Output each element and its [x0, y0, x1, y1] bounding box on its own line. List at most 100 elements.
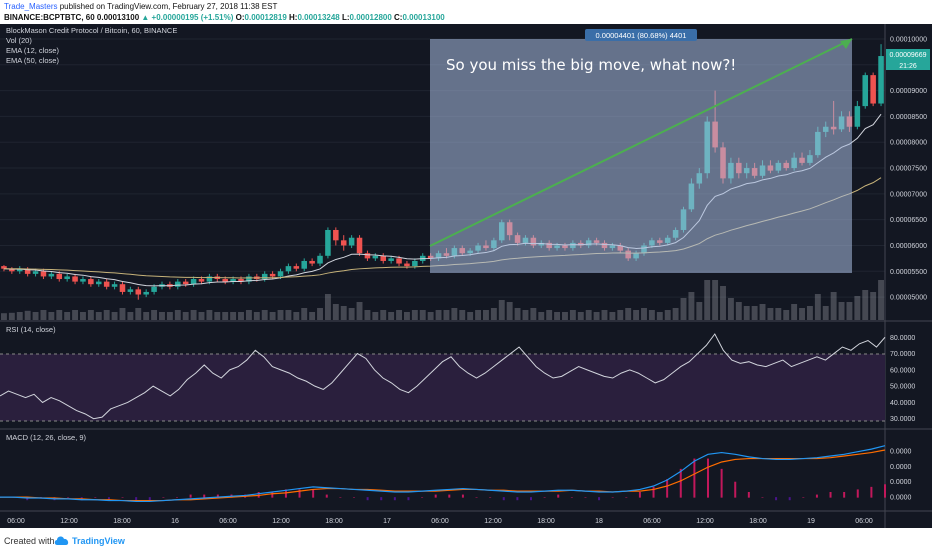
macd-tick-label: 0.0000	[890, 495, 912, 502]
price-tick-label: 0.00006000	[890, 243, 927, 250]
macd-histogram-bar	[271, 492, 274, 498]
volume-bar	[641, 308, 647, 320]
candle-body	[854, 106, 861, 127]
volume-bar	[498, 300, 505, 320]
macd-layer	[0, 445, 886, 503]
open-value: 0.00012819	[244, 13, 287, 22]
candle-body	[127, 289, 134, 292]
volume-bar	[95, 312, 102, 320]
candle-body	[175, 281, 181, 287]
measure-box[interactable]	[430, 39, 852, 273]
macd-histogram-bar	[584, 497, 587, 498]
volume-bar	[601, 310, 608, 320]
macd-histogram-bar	[856, 489, 859, 498]
volume-bar	[388, 312, 395, 320]
volume-bar	[846, 302, 853, 320]
volume-bar	[127, 312, 134, 320]
candle-body	[317, 255, 323, 264]
macd-histogram-bar	[284, 489, 287, 498]
rsi-line	[0, 333, 886, 420]
volume-bar	[245, 310, 252, 320]
candle-body	[301, 260, 307, 269]
volume-bar	[16, 312, 23, 320]
tradingview-brand[interactable]: TradingView	[72, 536, 125, 546]
volume-bar	[166, 312, 173, 320]
price-tick-label: 0.00006500	[890, 217, 927, 224]
volume-bar	[324, 294, 331, 320]
macd-histogram-bar	[298, 489, 301, 498]
measure-label-box	[585, 29, 697, 41]
volume-bar	[403, 312, 410, 320]
candle-body	[48, 273, 55, 277]
volume-bar	[372, 312, 379, 320]
candle-body	[356, 237, 363, 254]
candle-body	[143, 291, 149, 295]
time-tick-label: 12:00	[272, 518, 290, 525]
volume-bar	[727, 298, 734, 320]
volume-bar	[490, 308, 497, 320]
volume-bar	[8, 312, 15, 320]
legend-ema50: EMA (50, close)	[6, 56, 59, 65]
annotation-text: So you miss the big move, what now?!	[446, 56, 736, 74]
candle-body	[309, 260, 315, 264]
trend-arrow[interactable]	[429, 38, 853, 247]
volume-bar	[814, 294, 821, 320]
volume-bar	[538, 312, 545, 320]
time-tick-label: 16	[171, 518, 179, 525]
macd-histogram-bar	[176, 497, 178, 498]
tradingview-cloud-icon	[54, 536, 69, 545]
candle-body	[151, 286, 157, 292]
volume-bar	[672, 308, 679, 320]
volume-bar	[546, 310, 553, 320]
rsi-layer	[0, 333, 886, 420]
volume-bar	[585, 310, 592, 320]
volume-bar	[506, 302, 513, 320]
publish-info: published on TradingView.com, February 2…	[59, 2, 278, 11]
volume-bar	[48, 312, 55, 320]
macd-histogram-bar	[94, 497, 97, 498]
macd-tick-label: 0.0000	[890, 448, 912, 455]
countdown-tag	[886, 60, 930, 70]
volume-bar	[364, 310, 371, 320]
candle-body	[32, 271, 39, 274]
macd-histogram-bar	[870, 486, 873, 498]
volume-bar	[838, 302, 845, 320]
time-axis[interactable]: 06:00 12:00 18:00 16 06:00 12:00 18:00 17 06:00 1…	[7, 518, 873, 525]
volume-bar	[617, 310, 624, 320]
volume-bar	[277, 310, 284, 320]
last-price-tag	[886, 49, 930, 60]
candle-body	[878, 56, 884, 104]
chart-canvas[interactable]: 0.00004401 (80.68%) 4401 So you miss the…	[0, 24, 932, 528]
macd-histogram-bar	[421, 497, 424, 498]
candle-body	[293, 266, 300, 269]
candle-body	[388, 258, 394, 261]
candle-body	[277, 271, 284, 277]
rsi-tick-label: 80.0000	[890, 335, 915, 342]
macd-histogram-bar	[216, 494, 219, 498]
volume-bar	[111, 312, 118, 320]
candle-body	[333, 229, 339, 241]
time-tick-label: 12:00	[696, 518, 714, 525]
volume-bar	[348, 308, 355, 320]
rsi-tick-label: 30.0000	[890, 416, 915, 423]
ohlc-line: BINANCE:BCPTBTC, 60 0.00013100 ▲ +0.0000…	[4, 13, 445, 22]
rsi-band	[0, 354, 885, 421]
volume-bar	[159, 312, 165, 320]
macd-histogram-bar	[39, 497, 42, 498]
volume-bar	[712, 280, 719, 320]
high-label: H:	[289, 13, 298, 22]
countdown-tag-text: 21:26	[899, 63, 917, 70]
time-tick-label: 17	[383, 518, 391, 525]
candle-body	[206, 276, 213, 282]
author-link[interactable]: Trade_Masters	[4, 2, 58, 11]
time-tick-label: 06:00	[643, 518, 661, 525]
candle-body	[372, 255, 379, 259]
volume-bar	[775, 308, 782, 320]
volume-bar	[72, 310, 79, 320]
volume-bar	[411, 310, 418, 320]
volume-bar	[87, 310, 94, 320]
candle-body	[412, 260, 418, 267]
publish-line: Trade_Masters published on TradingView.c…	[4, 2, 277, 11]
volume-bar	[56, 310, 63, 320]
candle-body	[325, 229, 331, 256]
